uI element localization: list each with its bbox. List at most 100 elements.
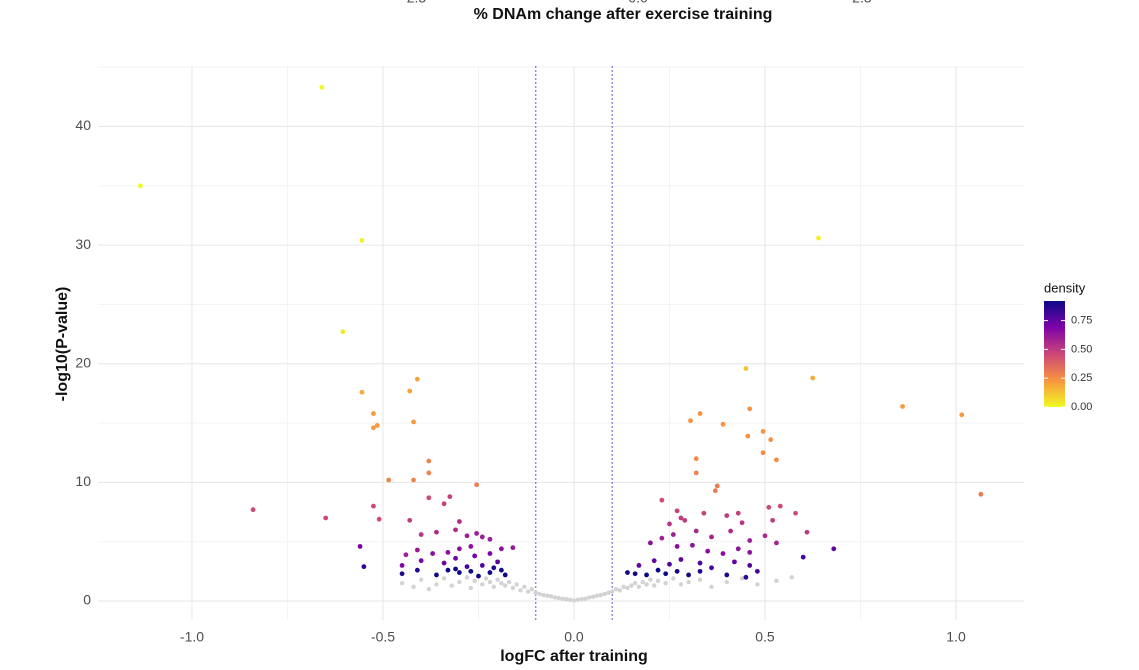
background-point [789,575,794,580]
point [499,567,504,573]
point [663,571,669,577]
point [426,470,432,476]
point [386,477,392,483]
background-point [594,593,600,598]
point [747,549,753,555]
point [474,482,479,488]
legend-tick-label: 0.50 [1071,343,1092,355]
background-point [774,578,779,584]
point [978,491,984,497]
point [414,376,420,382]
background-point [636,584,642,589]
point [472,553,478,559]
background-point [510,585,516,591]
point [714,483,720,489]
point [732,559,737,565]
y-tick-label: 30 [75,236,91,252]
y-tick-label: 10 [75,473,91,489]
point [453,527,458,533]
background-point [671,576,676,581]
point [724,572,730,578]
background-point [522,584,527,589]
point [804,529,810,535]
point [667,561,672,567]
point [434,529,439,535]
point [374,423,380,428]
point [487,536,493,542]
y-tick-label: 40 [75,117,91,133]
point [705,548,711,554]
point [693,470,699,476]
point [407,517,413,523]
x-tick-label: 0.5 [755,629,775,645]
point [399,563,405,568]
point [456,519,462,524]
point [659,535,665,541]
point [644,572,649,578]
background-point [399,581,405,586]
background-point [686,579,691,585]
point [674,568,680,574]
background-point [644,582,649,587]
background-point [552,595,558,600]
point [688,418,693,424]
point [745,433,751,439]
background-point [514,582,519,587]
point [709,534,714,540]
point [399,571,405,577]
point [766,504,772,510]
point [959,412,965,418]
point [728,528,734,534]
background-point [571,598,577,603]
point [468,568,474,574]
point [361,564,367,570]
background-point [541,592,546,598]
background-point [487,579,493,585]
point [418,532,424,537]
point [456,570,462,575]
point [371,425,376,431]
point [414,547,420,553]
point [754,568,760,574]
point [359,237,365,243]
background-point [525,589,531,594]
background-point [464,575,470,580]
background-point [411,584,416,589]
background-point [617,588,623,593]
background-point [621,584,626,589]
legend-title: density [1044,280,1086,295]
point [693,528,699,534]
background-point [468,585,474,591]
point [479,534,485,540]
background-point [613,586,619,592]
point [474,531,479,536]
point [659,497,665,503]
background-point [556,595,561,601]
background-point [606,590,611,595]
point [407,388,413,394]
point [495,559,500,565]
background-point [709,584,714,589]
background-point [579,597,584,602]
point [693,456,699,462]
point [487,551,493,556]
point [682,517,688,523]
point [655,567,661,573]
background-point [503,583,508,588]
point [697,568,703,574]
background-point [625,585,630,591]
background-point [560,596,565,601]
point [690,542,695,548]
x-tick-label: -1.0 [180,629,204,645]
point [319,84,325,90]
background-point [724,579,729,585]
point [712,488,718,494]
point [777,503,783,509]
point [720,551,726,556]
point [747,538,753,543]
point [418,558,424,564]
point [426,495,432,501]
point [701,510,707,516]
